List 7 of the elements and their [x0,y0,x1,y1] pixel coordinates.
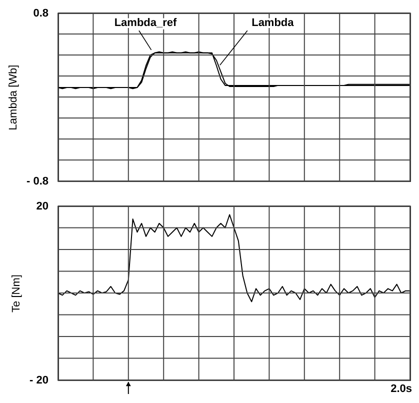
y-tick-label: - 0.8 [26,176,48,188]
y-axis-title: Te [Nm] [10,274,23,312]
y-tick-label: - 20 [30,374,48,386]
y-tick-label: 20 [36,200,48,212]
y-axis-title: Lambda [Wb] [7,64,20,130]
y-tick-label: 0.8 [33,8,48,20]
text: 2.0s [390,383,412,395]
